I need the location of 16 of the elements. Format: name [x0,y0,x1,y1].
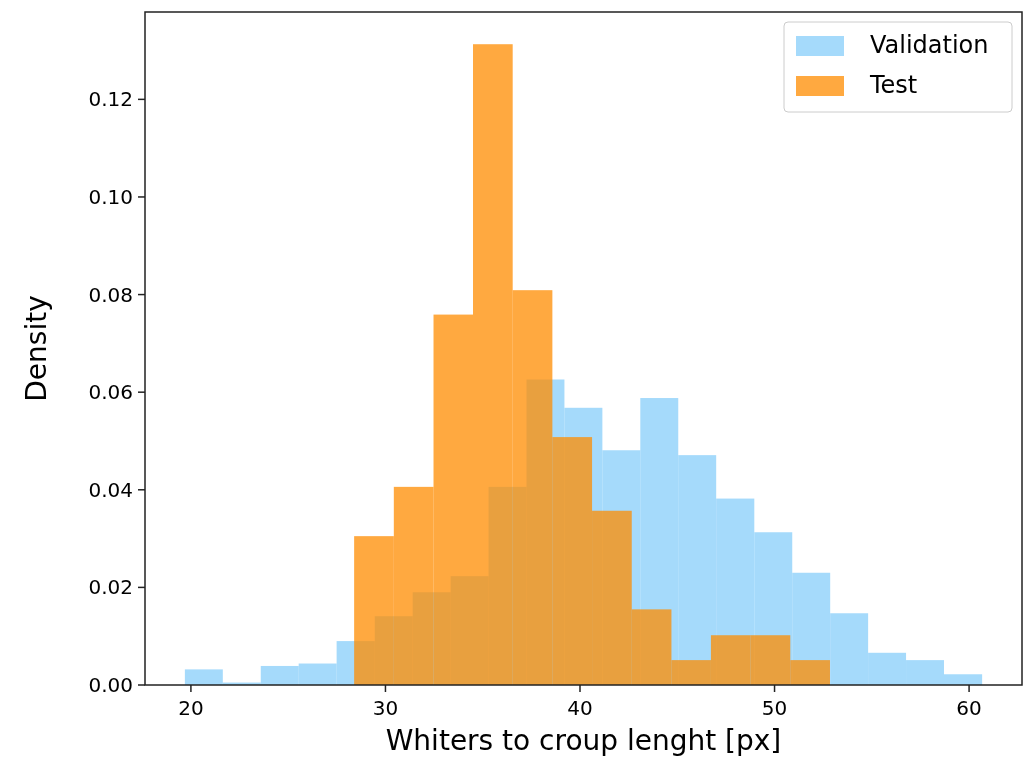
y-tick-label: 0.00 [88,673,133,697]
y-tick-label: 0.04 [88,477,133,502]
y-tick-label: 0.12 [88,87,133,112]
y-tick-label: 0.10 [88,184,133,209]
legend-label: Test [869,71,918,99]
x-tick-label: 40 [567,696,593,720]
y-tick-label: 0.02 [88,575,133,600]
y-axis-title: Density [20,295,53,402]
x-tick-label: 60 [956,696,982,720]
y-tick-label: 0.06 [88,380,133,405]
y-tick-label: 0.08 [88,282,133,307]
legend-label: Validation [870,31,989,59]
x-axis-title: Whiters to croup lenght [px] [385,724,782,757]
x-tick-label: 30 [372,696,399,720]
x-tick-label: 20 [178,696,204,720]
x-tick-label: 50 [761,696,788,720]
